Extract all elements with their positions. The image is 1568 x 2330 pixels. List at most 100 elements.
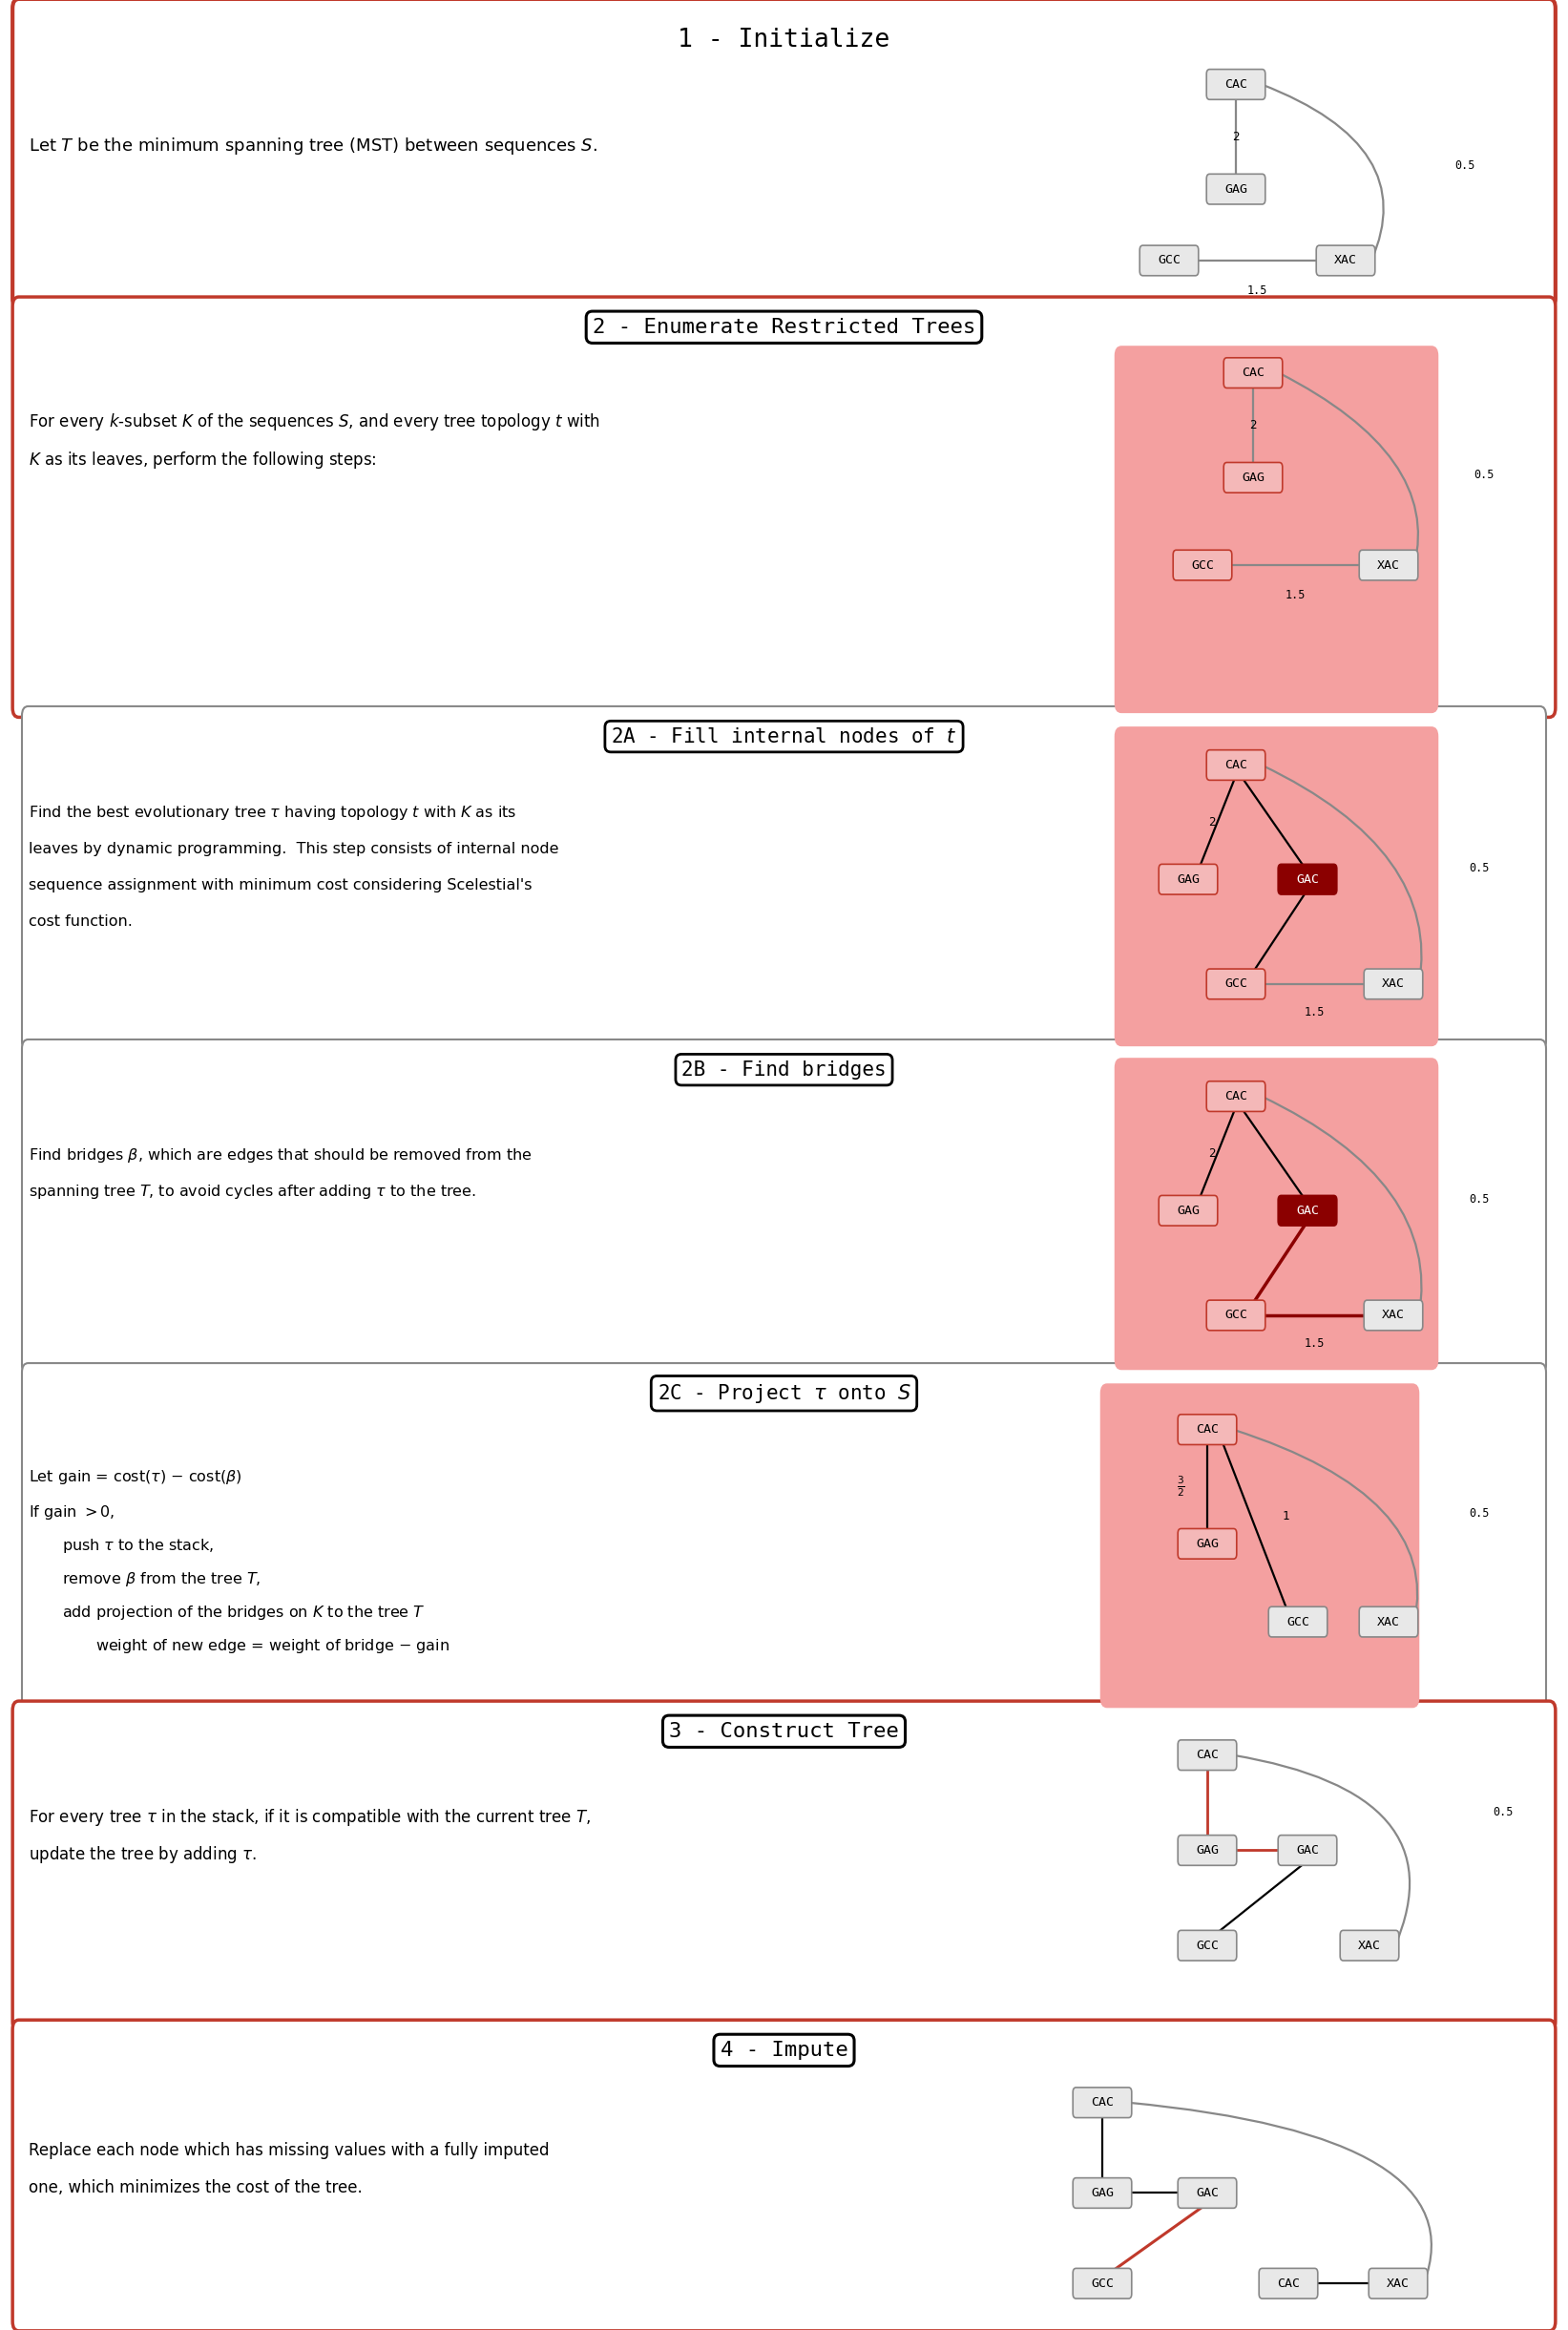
FancyBboxPatch shape [1073,2088,1132,2118]
FancyBboxPatch shape [1173,550,1232,580]
FancyBboxPatch shape [1206,175,1265,205]
FancyBboxPatch shape [1073,2179,1132,2209]
Text: GCC: GCC [1225,979,1247,990]
Text: 0.5: 0.5 [1474,468,1494,480]
Text: Find the best evolutionary tree $\tau$ having topology $t$ with $K$ as its: Find the best evolutionary tree $\tau$ h… [28,804,516,822]
Text: 0.5: 0.5 [1469,862,1490,874]
Text: If gain $> 0$,: If gain $> 0$, [28,1503,114,1521]
FancyBboxPatch shape [1178,1836,1237,1866]
Text: 1.5: 1.5 [1247,284,1267,298]
FancyBboxPatch shape [1206,1081,1265,1111]
Text: 2: 2 [1209,815,1215,829]
Text: GAC: GAC [1297,1843,1319,1857]
Text: GAC: GAC [1297,1205,1319,1216]
FancyBboxPatch shape [1364,969,1422,1000]
FancyBboxPatch shape [1223,359,1283,389]
Text: GCC: GCC [1196,1939,1218,1953]
Text: 0.5: 0.5 [1493,1806,1513,1817]
Text: 2: 2 [1232,130,1239,142]
Text: 0.5: 0.5 [1455,158,1475,172]
Text: 2 - Enumerate Restricted Trees: 2 - Enumerate Restricted Trees [593,317,975,338]
Text: GCC: GCC [1157,254,1181,266]
FancyBboxPatch shape [1178,1741,1237,1771]
FancyBboxPatch shape [13,2020,1555,2330]
FancyBboxPatch shape [1178,2179,1237,2209]
FancyBboxPatch shape [1178,1929,1237,1960]
Text: GCC: GCC [1225,1309,1247,1321]
FancyBboxPatch shape [1206,750,1265,781]
Text: 3 - Construct Tree: 3 - Construct Tree [670,1722,898,1741]
Text: GAG: GAG [1242,471,1264,485]
FancyBboxPatch shape [22,1363,1546,1713]
FancyBboxPatch shape [1206,70,1265,100]
FancyBboxPatch shape [1278,864,1338,895]
Text: GCC: GCC [1091,2276,1113,2290]
Text: Let $T$ be the minimum spanning tree (MST) between sequences $S$.: Let $T$ be the minimum spanning tree (MS… [28,135,597,156]
Text: CAC: CAC [1225,1090,1247,1102]
FancyBboxPatch shape [1278,1836,1338,1866]
Text: 4 - Impute: 4 - Impute [720,2041,848,2060]
Text: 1: 1 [1283,1510,1289,1521]
FancyBboxPatch shape [1369,2269,1427,2300]
FancyBboxPatch shape [1115,1058,1438,1370]
Text: 2C - Project $\tau$ onto $S$: 2C - Project $\tau$ onto $S$ [657,1382,911,1405]
FancyBboxPatch shape [1359,1608,1417,1638]
FancyBboxPatch shape [1341,1929,1399,1960]
Text: spanning tree $T$, to avoid cycles after adding $\tau$ to the tree.: spanning tree $T$, to avoid cycles after… [28,1184,477,1200]
Text: Replace each node which has missing values with a fully imputed: Replace each node which has missing valu… [28,2141,549,2160]
Text: GCC: GCC [1192,559,1214,571]
Text: 2B - Find bridges: 2B - Find bridges [682,1060,886,1079]
FancyBboxPatch shape [1316,245,1375,275]
FancyBboxPatch shape [1101,1384,1419,1708]
FancyBboxPatch shape [1115,347,1438,713]
FancyBboxPatch shape [1364,1300,1422,1330]
Text: GCC: GCC [1286,1615,1309,1629]
FancyBboxPatch shape [13,296,1555,718]
Text: $K$ as its leaves, perform the following steps:: $K$ as its leaves, perform the following… [28,450,376,471]
FancyBboxPatch shape [1269,1608,1327,1638]
Text: XAC: XAC [1386,2276,1410,2290]
FancyBboxPatch shape [1278,1195,1338,1226]
Text: XAC: XAC [1381,1309,1405,1321]
Text: $\frac{3}{2}$: $\frac{3}{2}$ [1176,1475,1185,1498]
FancyBboxPatch shape [13,0,1555,308]
Text: CAC: CAC [1091,2097,1113,2109]
FancyBboxPatch shape [1223,461,1283,492]
Text: cost function.: cost function. [28,913,133,927]
Text: 2A - Fill internal nodes of $t$: 2A - Fill internal nodes of $t$ [612,727,956,746]
FancyBboxPatch shape [1178,1414,1237,1445]
Text: GAG: GAG [1176,1205,1200,1216]
Text: CAC: CAC [1276,2276,1300,2290]
Text: sequence assignment with minimum cost considering Scelestial's: sequence assignment with minimum cost co… [28,878,532,892]
Text: XAC: XAC [1358,1939,1381,1953]
Text: GAG: GAG [1225,184,1247,196]
FancyBboxPatch shape [1206,1300,1265,1330]
Text: CAC: CAC [1196,1424,1218,1435]
Text: remove $\beta$ from the tree $T$,: remove $\beta$ from the tree $T$, [63,1570,260,1589]
FancyBboxPatch shape [1140,245,1198,275]
Text: 2: 2 [1209,1146,1215,1160]
Text: GAG: GAG [1176,874,1200,885]
FancyBboxPatch shape [1159,1195,1217,1226]
Text: GAC: GAC [1297,874,1319,885]
Text: CAC: CAC [1225,760,1247,771]
Text: 1.5: 1.5 [1305,1337,1325,1349]
FancyBboxPatch shape [13,1701,1555,2032]
Text: leaves by dynamic programming.  This step consists of internal node: leaves by dynamic programming. This step… [28,841,558,855]
Text: GAG: GAG [1196,1843,1218,1857]
FancyBboxPatch shape [1178,1528,1237,1559]
Text: Let gain = cost($\tau$) $-$ cost($\beta$): Let gain = cost($\tau$) $-$ cost($\beta$… [28,1468,241,1487]
Text: 1.5: 1.5 [1284,589,1305,601]
FancyBboxPatch shape [1159,864,1217,895]
FancyBboxPatch shape [1115,727,1438,1046]
Text: 1 - Initialize: 1 - Initialize [677,28,891,51]
Text: XAC: XAC [1377,559,1400,571]
Text: Find bridges $\beta$, which are edges that should be removed from the: Find bridges $\beta$, which are edges th… [28,1146,533,1165]
Text: For every tree $\tau$ in the stack, if it is compatible with the current tree $T: For every tree $\tau$ in the stack, if i… [28,1806,591,1827]
Text: add projection of the bridges on $K$ to the tree $T$: add projection of the bridges on $K$ to … [63,1603,425,1622]
Text: GAG: GAG [1196,1538,1218,1549]
Text: update the tree by adding $\tau$.: update the tree by adding $\tau$. [28,1845,257,1866]
FancyBboxPatch shape [1359,550,1417,580]
FancyBboxPatch shape [1073,2269,1132,2300]
Text: CAC: CAC [1242,366,1264,380]
